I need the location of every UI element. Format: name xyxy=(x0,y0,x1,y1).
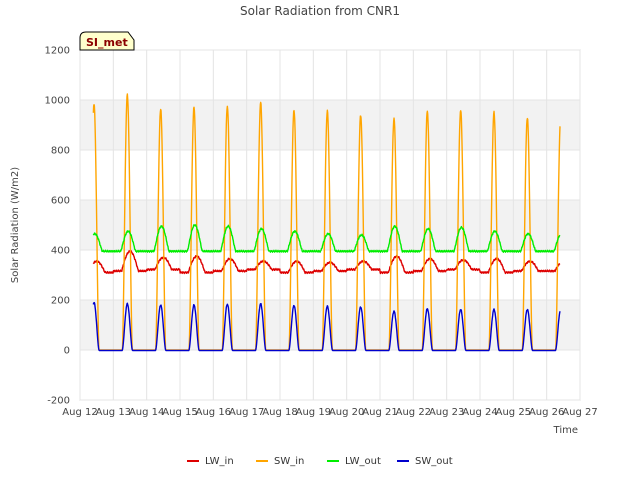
legend-item-lw-out: LW_out xyxy=(327,456,381,467)
series-layer xyxy=(92,93,561,352)
x-tick-label: Aug 25 xyxy=(496,407,531,418)
legend-item-sw-out: SW_out xyxy=(397,456,453,467)
y-axis-title: Solar Radiation (W/m2) xyxy=(10,167,21,283)
x-tick-label: Aug 26 xyxy=(529,407,564,418)
x-tick-label: Aug 19 xyxy=(296,407,331,418)
x-tick-label: Aug 14 xyxy=(129,407,164,418)
x-tick-label: Aug 21 xyxy=(362,407,397,418)
y-tick-label: 0 xyxy=(64,346,70,357)
badge-shape xyxy=(79,31,135,51)
x-axis-title: Time xyxy=(553,425,578,436)
series-line-lw-in xyxy=(92,250,561,275)
y-tick-label: 1200 xyxy=(45,46,70,57)
legend-item-sw-in: SW_in xyxy=(256,456,304,467)
legend-label: SW_in xyxy=(274,456,304,467)
badge-label: SI_met xyxy=(86,36,128,49)
series-line-sw-out xyxy=(92,301,561,352)
y-tick-label: 400 xyxy=(51,246,70,257)
legend-label: SW_out xyxy=(415,456,453,467)
series-line-lw-out xyxy=(92,224,561,253)
dataset-badge: SI_met xyxy=(79,31,135,51)
x-tick-label: Aug 27 xyxy=(562,407,597,418)
x-tick-label: Aug 18 xyxy=(262,407,297,418)
y-axis-ticks: -200 0 200 400 600 800 1000 1200 xyxy=(45,46,70,407)
x-tick-label: Aug 17 xyxy=(229,407,264,418)
x-tick-label: Aug 15 xyxy=(162,407,197,418)
legend-item-lw-in: LW_in xyxy=(187,456,234,467)
x-tick-label: Aug 16 xyxy=(196,407,231,418)
y-tick-label: 600 xyxy=(51,196,70,207)
y-tick-label: -200 xyxy=(47,396,70,407)
legend-label: LW_out xyxy=(345,456,381,467)
x-tick-label: Aug 12 xyxy=(62,407,97,418)
chart-title: Solar Radiation from CNR1 xyxy=(240,4,400,18)
y-tick-label: 800 xyxy=(51,146,70,157)
legend-label: LW_in xyxy=(205,456,234,467)
x-tick-label: Aug 23 xyxy=(429,407,464,418)
x-tick-label: Aug 24 xyxy=(462,407,497,418)
y-tick-label: 1000 xyxy=(45,96,70,107)
legend: LW_in SW_in LW_out SW_out xyxy=(187,456,453,467)
x-tick-label: Aug 13 xyxy=(96,407,131,418)
x-tick-label: Aug 20 xyxy=(329,407,364,418)
x-tick-label: Aug 22 xyxy=(396,407,431,418)
y-tick-label: 200 xyxy=(51,296,70,307)
grid-band xyxy=(80,100,580,150)
